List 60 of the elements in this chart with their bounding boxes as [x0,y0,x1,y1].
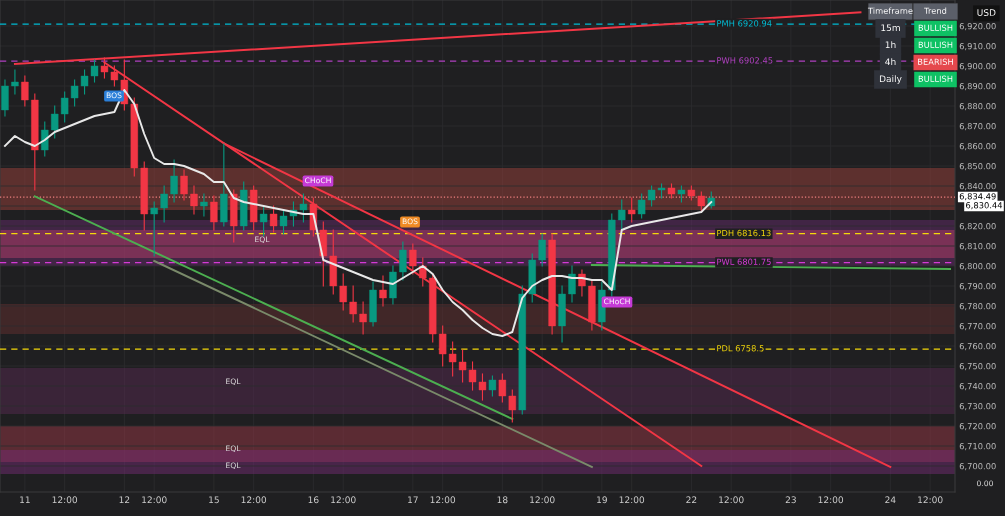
x-tick-label: 16 [308,496,319,504]
y-tick-label: 6,770.00 [959,322,996,331]
y-tick-label: 6,750.00 [959,362,996,371]
x-tick-label: 24 [885,496,896,504]
x-tick-label: 23 [785,496,796,504]
annotation: Timeframe [867,7,913,14]
text: BULLISH [918,24,953,31]
x-tick-label: 12:00 [241,496,267,504]
x-tick-label: 12:00 [331,496,356,504]
x-tick-label: 22 [686,496,697,504]
x-tick-label: 19 [597,496,607,504]
y-tick-label: 6,720.00 [959,422,996,431]
x-tick-label: 12:00 [619,496,645,504]
y-tick-label: 6,840.00 [959,182,996,191]
y-tick-label: 6,800.00 [959,262,996,271]
x-tick-label: 15 [209,496,219,504]
x-tick-label: 12:00 [142,496,167,504]
category-label: 4h [885,58,896,65]
y-tick-label: 6,920.00 [959,22,996,31]
y-tick-label: 6,870.00 [959,122,996,131]
y-tick-label: 6,810.00 [959,242,996,251]
y-tick-label: 6,910.00 [959,42,996,51]
x-tick-label: 12 [119,496,130,504]
category-label: Daily [879,75,902,84]
ref-line-label: PMH 6920.94 [717,20,772,27]
x-tick-label: 17 [408,496,418,504]
x-tick-label: 12:00 [530,496,555,504]
y-tick-label: 6,860.00 [959,142,996,151]
y-tick-label: 6,880.00 [959,102,996,111]
y-tick-label: 6,790.00 [959,282,996,291]
y-tick-label: 6,740.00 [959,382,996,391]
ref-line-label: 6,834.49 [959,193,996,201]
x-tick-label: 12:00 [430,496,456,504]
y-tick-label: 6,760.00 [959,342,996,351]
y-tick-label: 6,780.00 [959,302,996,311]
x-tick-label: 12:00 [818,496,844,504]
y-tick-label: 6,850.00 [959,162,996,171]
text: USD [977,9,996,16]
x-tick-label: 12:00 [918,496,943,504]
annotation: Trend [924,7,947,14]
x-tick-label: 11 [20,496,30,504]
y-tick-label: 6,890.00 [959,82,996,91]
y-tick-label: 6,900.00 [959,62,996,71]
ref-line-label: PDH 6816.13 [717,229,771,237]
category-label: 1h [885,41,896,48]
y-tick-label: 6,820.00 [959,222,996,231]
x-tick-label: 12:00 [719,496,744,504]
y-tick-label: 6,700.00 [959,462,996,471]
x-tick-label: 18 [497,496,508,504]
ref-line-label: PWL 6801.75 [717,258,771,265]
text: BEARISH [918,58,953,65]
ref-line-label: PWH 6902.45 [717,57,773,64]
text: BULLISH [918,75,953,82]
category-label: 15m [881,24,900,32]
text: BULLISH [918,41,953,48]
y-tick-label: 6,730.00 [959,402,996,411]
y-tick-label: 6,710.00 [959,442,996,451]
text: 6,830.44 [966,202,1003,210]
ref-line-label: PDL 6758.5 [717,345,764,352]
x-tick-label: 12:00 [52,496,78,504]
